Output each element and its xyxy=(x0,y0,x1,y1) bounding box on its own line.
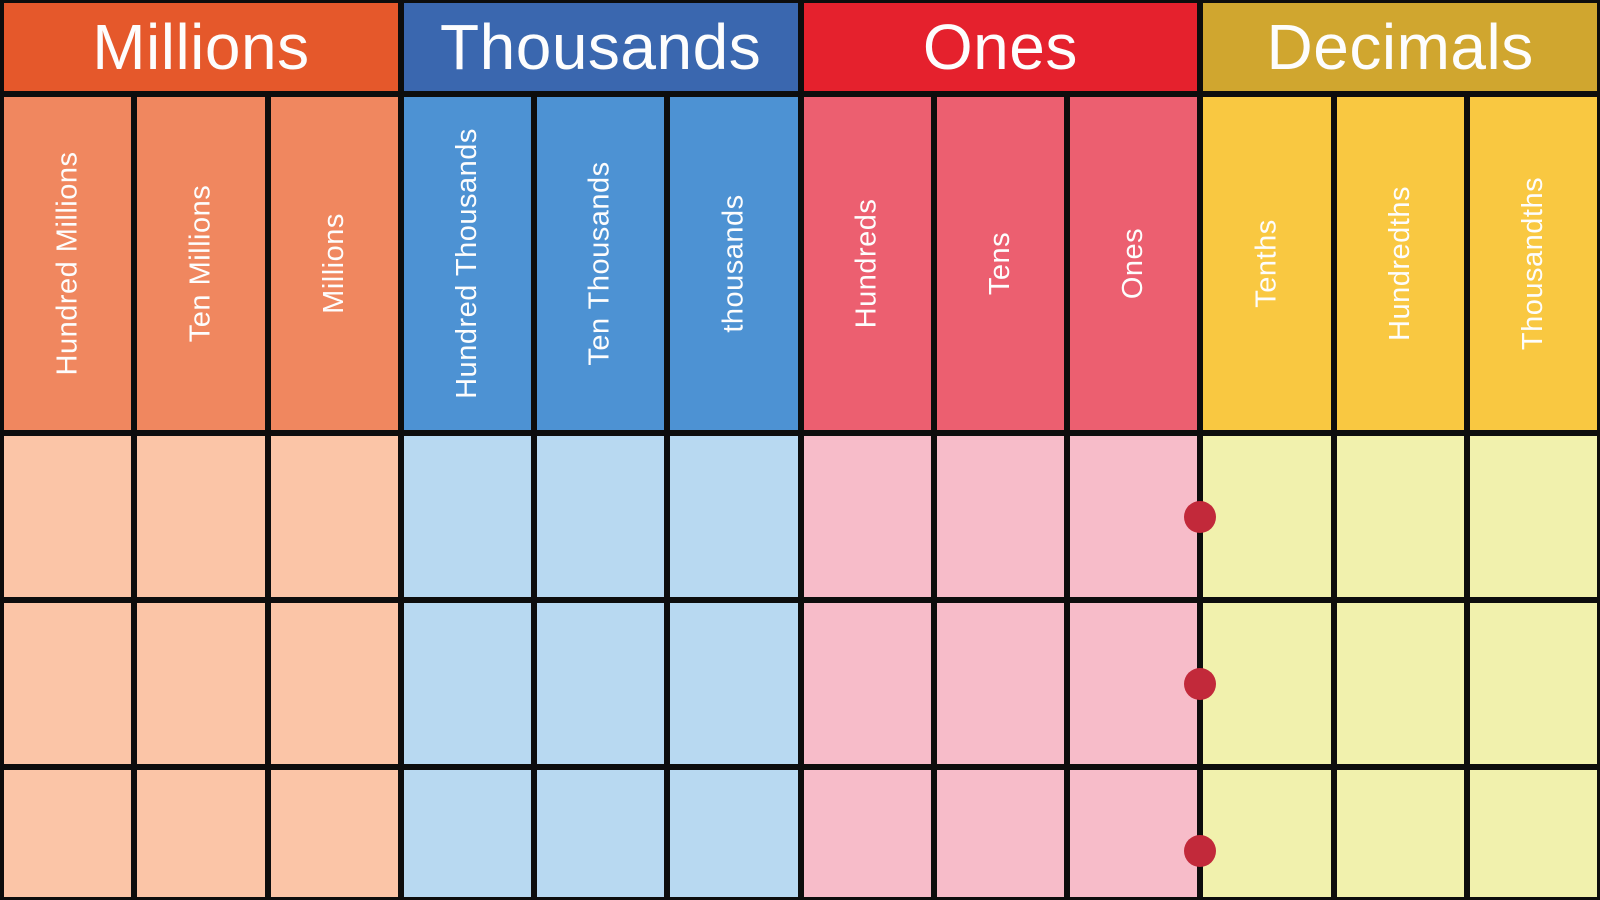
column-header-thousands-label: thousands xyxy=(717,194,750,333)
body-cell-r2-hundreds xyxy=(803,603,931,764)
column-header-tens-label: Tens xyxy=(983,231,1016,296)
column-header-thousandths: Thousandths xyxy=(1469,97,1597,430)
body-cell-r1-ten-thousands xyxy=(537,436,665,597)
body-cell-r2-hundred-thousands xyxy=(403,603,531,764)
decimal-point-dot xyxy=(1184,668,1217,700)
column-header-thousandths-label: Thousandths xyxy=(1516,176,1549,351)
body-cell-r1-ten-millions xyxy=(137,436,265,597)
column-header-ones-label: Ones xyxy=(1117,227,1150,300)
column-header-ten-thousands-label: Ten Thousands xyxy=(584,161,617,366)
decimal-point-dot xyxy=(1184,501,1217,533)
body-cell-r2-tenths xyxy=(1203,603,1331,764)
decimal-point-dot xyxy=(1184,835,1217,867)
body-cell-r2-hundredths xyxy=(1336,603,1464,764)
group-header-ones-label: Ones xyxy=(922,11,1078,83)
body-cell-r1-hundred-millions xyxy=(4,436,132,597)
body-cell-r3-tenths xyxy=(1203,770,1331,897)
column-header-ten-thousands: Ten Thousands xyxy=(537,97,665,430)
group-header-ones: Ones xyxy=(803,3,1198,91)
group-header-thousands-label: Thousands xyxy=(440,11,762,83)
column-header-hundred-millions: Hundred Millions xyxy=(4,97,132,430)
body-cell-r1-millions xyxy=(270,436,398,597)
group-header-millions-label: Millions xyxy=(92,11,310,83)
body-cell-r1-hundred-thousands xyxy=(403,436,531,597)
body-cell-r2-tens xyxy=(936,603,1064,764)
body-cell-r3-hundreds xyxy=(803,770,931,897)
body-cell-r1-hundredths xyxy=(1336,436,1464,597)
column-header-ten-millions-label: Ten Millions xyxy=(184,184,217,343)
body-cell-r2-hundred-millions xyxy=(4,603,132,764)
body-cell-r3-hundred-thousands xyxy=(403,770,531,897)
body-cell-r1-tens xyxy=(936,436,1064,597)
body-cell-r3-tens xyxy=(936,770,1064,897)
body-cell-r1-thousands xyxy=(670,436,798,597)
body-cell-r3-ten-thousands xyxy=(537,770,665,897)
body-cell-r3-millions xyxy=(270,770,398,897)
group-header-decimals: Decimals xyxy=(1203,3,1597,91)
column-header-hundred-millions-label: Hundred Millions xyxy=(51,151,84,376)
body-cell-r3-ones xyxy=(1070,770,1217,897)
body-cell-r2-ones xyxy=(1070,603,1217,764)
body-cell-r3-hundredths xyxy=(1336,770,1464,897)
body-cell-r3-thousands xyxy=(670,770,798,897)
body-cell-r1-tenths xyxy=(1203,436,1331,597)
column-header-thousands: thousands xyxy=(670,97,798,430)
body-cell-r2-millions xyxy=(270,603,398,764)
column-header-millions: Millions xyxy=(270,97,398,430)
body-cell-r3-hundred-millions xyxy=(4,770,132,897)
body-cell-r1-ones xyxy=(1070,436,1217,597)
group-header-thousands: Thousands xyxy=(403,3,798,91)
column-header-tens: Tens xyxy=(936,97,1064,430)
column-header-hundreds-label: Hundreds xyxy=(850,198,883,329)
body-cell-r2-ten-millions xyxy=(137,603,265,764)
body-cell-r2-thousands xyxy=(670,603,798,764)
column-header-hundred-thousands-label: Hundred Thousands xyxy=(450,128,483,399)
column-header-tenths-label: Tenths xyxy=(1250,219,1283,308)
column-header-ten-millions: Ten Millions xyxy=(137,97,265,430)
column-header-hundreds: Hundreds xyxy=(803,97,931,430)
group-header-decimals-label: Decimals xyxy=(1266,11,1534,83)
body-cell-r3-thousandths xyxy=(1469,770,1597,897)
body-cell-r1-hundreds xyxy=(803,436,931,597)
body-cell-r2-thousandths xyxy=(1469,603,1597,764)
column-header-hundredths: Hundredths xyxy=(1336,97,1464,430)
body-cell-r1-thousandths xyxy=(1469,436,1597,597)
group-header-millions: Millions xyxy=(4,3,398,91)
body-cell-r3-ten-millions xyxy=(137,770,265,897)
body-cell-r2-ten-thousands xyxy=(537,603,665,764)
column-header-hundredths-label: Hundredths xyxy=(1383,186,1416,341)
column-header-millions-label: Millions xyxy=(317,213,350,314)
column-header-ones: Ones xyxy=(1070,97,1198,430)
column-header-tenths: Tenths xyxy=(1203,97,1331,430)
column-header-hundred-thousands: Hundred Thousands xyxy=(403,97,531,430)
